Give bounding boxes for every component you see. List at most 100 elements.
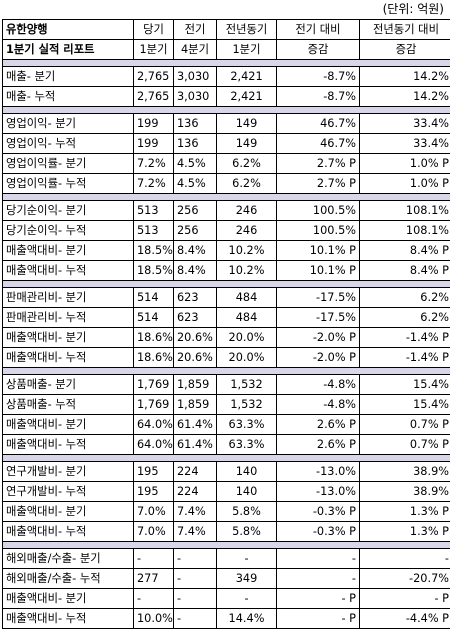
table-row: 당기순이익- 누적 513 256 246 100.5% 108.1% <box>2 220 450 241</box>
header-company: 유한양행 <box>2 19 134 40</box>
value-prev-year: 149 <box>216 133 277 154</box>
header-sub-current: 1분기 <box>133 39 174 60</box>
change-vs-prev: -0.3% P <box>276 501 360 522</box>
value-prev-year: 6.2% <box>216 173 277 194</box>
table-row: 판매관리비- 분기 514 623 484 -17.5% 6.2% <box>2 287 450 308</box>
value-prev: - <box>173 568 217 589</box>
row-label: 상품매출- 누적 <box>2 394 134 415</box>
table-row: 영업이익- 누적 199 136 149 46.7% 33.4% <box>2 133 450 154</box>
change-vs-prev: -8.7% <box>276 86 360 107</box>
row-label: 판매관리비- 분기 <box>2 287 134 308</box>
value-current: 2,765 <box>133 66 174 87</box>
value-prev: 224 <box>173 461 217 482</box>
row-label: 매출액대비- 누적 <box>2 347 134 368</box>
value-current: 18.5% <box>133 240 174 261</box>
value-current: 18.6% <box>133 347 174 368</box>
table-row: 해외매출/수출- 분기 - - - - - <box>2 548 450 569</box>
row-label: 당기순이익- 분기 <box>2 200 134 221</box>
separator-cell <box>2 367 450 375</box>
separator-cell <box>2 59 450 67</box>
change-vs-prev: -2.0% P <box>276 347 360 368</box>
value-prev-year: 14.4% <box>216 608 277 629</box>
table-row: 연구개발비- 분기 195 224 140 -13.0% 38.9% <box>2 461 450 482</box>
group-separator <box>2 193 450 201</box>
table-row: 당기순이익- 분기 513 256 246 100.5% 108.1% <box>2 200 450 221</box>
change-vs-prev-year: -20.7% <box>359 568 450 589</box>
header-row-2: 1분기 실적 리포트 1분기 4분기 1분기 증감 증감 <box>2 39 450 60</box>
table-row: 매출액대비- 분기 7.0% 7.4% 5.8% -0.3% P 1.3% P <box>2 501 450 522</box>
change-vs-prev: -17.5% <box>276 287 360 308</box>
value-prev: 256 <box>173 220 217 241</box>
value-current: - <box>133 588 174 609</box>
change-vs-prev-year: 8.4% P <box>359 240 450 261</box>
row-label: 매출액대비- 분기 <box>2 588 134 609</box>
value-prev: 61.4% <box>173 434 217 455</box>
group-separator <box>2 106 450 114</box>
row-label: 영업이익률- 누적 <box>2 173 134 194</box>
change-vs-prev: 10.1% P <box>276 260 360 281</box>
change-vs-prev: -13.0% <box>276 481 360 502</box>
change-vs-prev: 2.7% P <box>276 153 360 174</box>
table-row: 매출액대비- 누적 10.0% -14.4% - P -4.4% P <box>2 608 450 629</box>
change-vs-prev: 2.7% P <box>276 173 360 194</box>
value-current: 1,769 <box>133 374 174 395</box>
value-prev: 8.4% <box>173 260 217 281</box>
unit-label: (단위: 억원) <box>382 2 444 16</box>
change-vs-prev-year: 33.4% <box>359 133 450 154</box>
value-current: - <box>133 548 174 569</box>
value-current: 7.2% <box>133 153 174 174</box>
value-prev-year: 10.2% <box>216 240 277 261</box>
group-separator <box>2 59 450 67</box>
change-vs-prev: - <box>276 568 360 589</box>
value-prev-year: 20.0% <box>216 347 277 368</box>
table-row: 매출액대비- 누적 18.6% 20.6% 20.0% -2.0% P -1.4% P <box>2 347 450 368</box>
row-label: 영업이익- 누적 <box>2 133 134 154</box>
change-vs-prev-year: - P <box>359 588 450 609</box>
value-prev: - <box>173 608 217 629</box>
change-vs-prev-year: 0.7% P <box>359 434 450 455</box>
change-vs-prev-year: 14.2% <box>359 86 450 107</box>
table-row: 영업이익률- 분기 7.2% 4.5% 6.2% 2.7% P 1.0% P <box>2 153 450 174</box>
change-vs-prev: -4.8% <box>276 394 360 415</box>
change-vs-prev-year: 108.1% <box>359 220 450 241</box>
value-prev: 4.5% <box>173 173 217 194</box>
table-row: 영업이익률- 누적 7.2% 4.5% 6.2% 2.7% P 1.0% P <box>2 173 450 194</box>
separator-cell <box>2 454 450 462</box>
change-vs-prev: -4.8% <box>276 374 360 395</box>
value-current: 64.0% <box>133 434 174 455</box>
value-prev-year: 2,421 <box>216 86 277 107</box>
value-prev-year: 20.0% <box>216 327 277 348</box>
value-prev: 61.4% <box>173 414 217 435</box>
change-vs-prev: 2.6% P <box>276 434 360 455</box>
value-current: 513 <box>133 200 174 221</box>
value-current: 64.0% <box>133 414 174 435</box>
value-prev: 623 <box>173 307 217 328</box>
row-label: 매출액대비- 누적 <box>2 434 134 455</box>
header-sub-vs-prev: 증감 <box>276 39 360 60</box>
value-current: 7.0% <box>133 521 174 542</box>
value-prev: 1,859 <box>173 394 217 415</box>
group-separator <box>2 541 450 549</box>
value-prev-year: 484 <box>216 287 277 308</box>
value-prev-year: 349 <box>216 568 277 589</box>
header-sub-vs-prev-year: 증감 <box>359 39 450 60</box>
table-row: 매출액대비- 누적 64.0% 61.4% 63.3% 2.6% P 0.7% P <box>2 434 450 455</box>
change-vs-prev: 46.7% <box>276 133 360 154</box>
value-current: 195 <box>133 461 174 482</box>
row-label: 해외매출/수출- 분기 <box>2 548 134 569</box>
value-current: 1,769 <box>133 394 174 415</box>
change-vs-prev: - <box>276 548 360 569</box>
value-current: 10.0% <box>133 608 174 629</box>
row-label: 매출액대비- 분기 <box>2 327 134 348</box>
value-prev-year: - <box>216 588 277 609</box>
table-row: 상품매출- 누적 1,769 1,859 1,532 -4.8% 15.4% <box>2 394 450 415</box>
value-prev: 20.6% <box>173 327 217 348</box>
earnings-report-table: 유한양행 당기 전기 전년동기 전기 대비 전년동기 대비 1분기 실적 리포트… <box>2 19 450 629</box>
value-prev: 4.5% <box>173 153 217 174</box>
table-row: 매출액대비- 분기 64.0% 61.4% 63.3% 2.6% P 0.7% P <box>2 414 450 435</box>
value-current: 7.0% <box>133 501 174 522</box>
table-row: 매출액대비- 분기 18.5% 8.4% 10.2% 10.1% P 8.4% P <box>2 240 450 261</box>
header-col-prev: 전기 <box>173 19 217 40</box>
value-current: 199 <box>133 133 174 154</box>
header-col-prev-year: 전년동기 <box>216 19 277 40</box>
